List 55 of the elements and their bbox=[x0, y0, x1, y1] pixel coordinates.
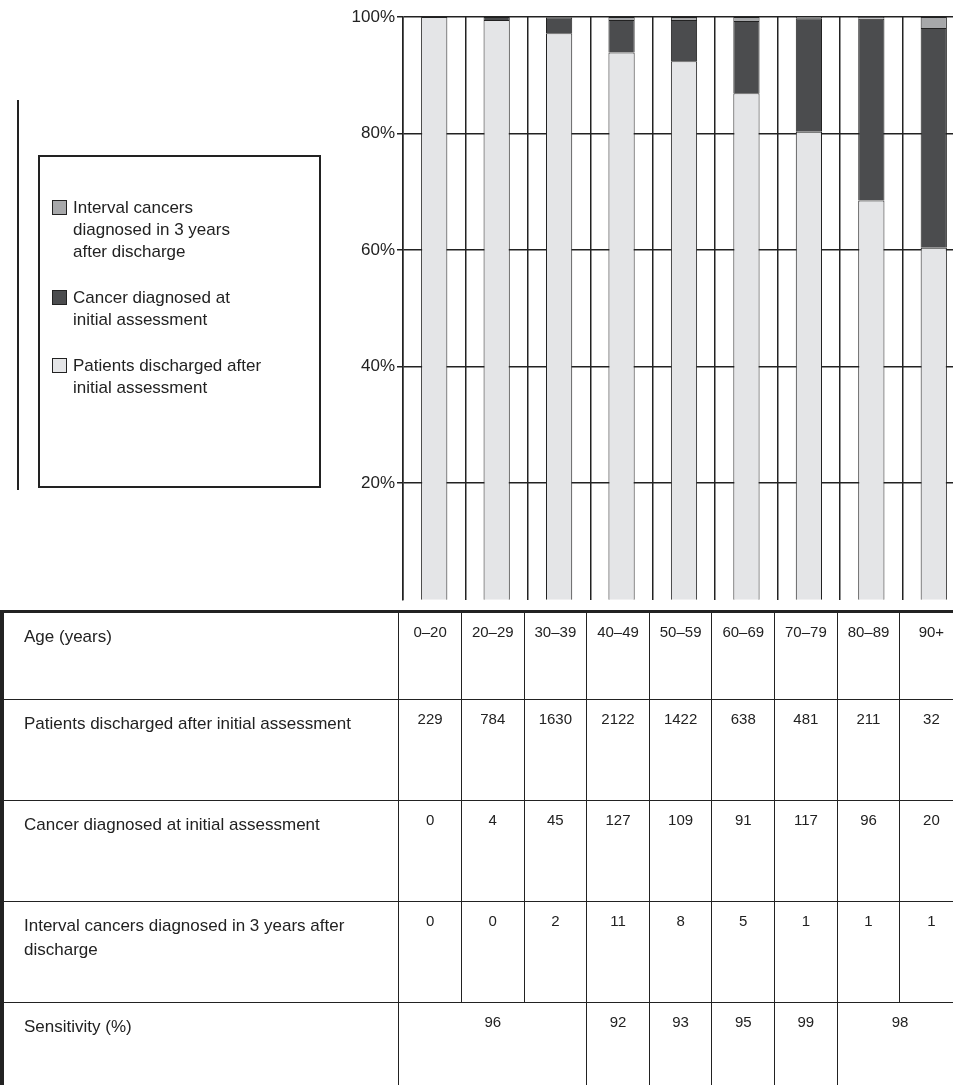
y-tick-label: 100% bbox=[351, 6, 395, 26]
text: 98 bbox=[891, 1013, 909, 1030]
text: 96 bbox=[484, 1013, 502, 1030]
text: 1422 bbox=[663, 710, 698, 727]
text: 638 bbox=[730, 710, 756, 727]
text: 2122 bbox=[601, 710, 635, 727]
x-tick-label: 0–20 bbox=[398, 611, 462, 700]
x-tick-label: 20–29 bbox=[461, 611, 525, 700]
text: 95 bbox=[734, 1013, 752, 1030]
x-tick-label: 50–59 bbox=[649, 611, 712, 700]
text: 45 bbox=[547, 811, 564, 828]
legend-label: Interval cancers diagnosed in 3 years after discharge bbox=[73, 197, 231, 263]
y-tick-label: 20% bbox=[360, 472, 395, 492]
text: Cancer diagnosed at initial assessment bbox=[24, 815, 320, 834]
text: 1 bbox=[864, 912, 873, 929]
text: 1630 bbox=[538, 710, 573, 727]
text: 0 bbox=[488, 912, 497, 929]
text: 32 bbox=[923, 710, 940, 727]
text: 4 bbox=[488, 811, 497, 828]
text: 93 bbox=[672, 1013, 689, 1030]
x-tick-label: 90+ bbox=[899, 611, 953, 700]
text: Sensitivity (%) bbox=[24, 1017, 132, 1036]
text: 784 bbox=[480, 710, 506, 727]
y-tick-label: 80% bbox=[360, 123, 395, 143]
x-tick-label: 80–89 bbox=[837, 611, 900, 700]
text: 127 bbox=[605, 811, 631, 828]
text: 211 bbox=[856, 710, 881, 727]
legend-label: Patients discharged after initial assessment bbox=[73, 355, 263, 399]
x-tick-label: 40–49 bbox=[586, 611, 650, 700]
y-tick-label: 60% bbox=[360, 239, 395, 259]
text: 0 bbox=[425, 811, 435, 828]
text: Age (years) bbox=[24, 627, 112, 646]
text: 20 bbox=[923, 811, 940, 828]
text: 229 bbox=[417, 710, 443, 727]
text: 481 bbox=[793, 710, 819, 727]
text: 1 bbox=[801, 912, 811, 929]
x-tick-label: 70–79 bbox=[774, 611, 838, 700]
x-tick-label: 60–69 bbox=[711, 611, 775, 700]
text: 1 bbox=[927, 912, 936, 929]
x-tick-label: 30–39 bbox=[524, 611, 587, 700]
text: 92 bbox=[609, 1013, 627, 1030]
text: 99 bbox=[797, 1013, 815, 1030]
text: 117 bbox=[793, 811, 818, 828]
legend-label: Cancer diagnosed at initial assessment bbox=[73, 287, 231, 331]
text: 5 bbox=[739, 912, 748, 929]
text: 11 bbox=[610, 912, 626, 929]
y-tick-label: 40% bbox=[360, 356, 395, 376]
text: 109 bbox=[668, 811, 694, 828]
text: Patients discharged after initial assessment bbox=[24, 714, 351, 733]
text: 0 bbox=[425, 912, 435, 929]
text: Interval cancers diagnosed in 3 years after discharge bbox=[24, 916, 345, 959]
text: 91 bbox=[734, 811, 752, 828]
text: 2 bbox=[551, 912, 560, 929]
text: 8 bbox=[676, 912, 685, 929]
text: 96 bbox=[860, 811, 877, 828]
